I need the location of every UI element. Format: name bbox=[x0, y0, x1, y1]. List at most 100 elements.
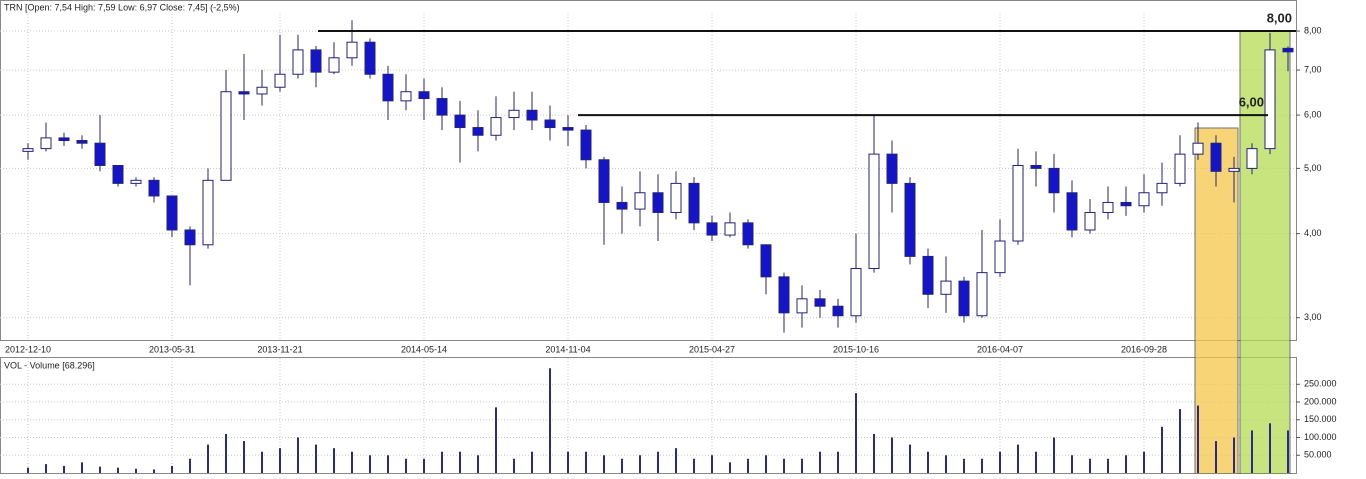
candle-body bbox=[760, 244, 772, 278]
candle-body bbox=[922, 255, 934, 295]
candle-body bbox=[544, 119, 556, 129]
candle-body bbox=[58, 137, 70, 142]
volume-bar bbox=[963, 458, 965, 473]
candle-body bbox=[1102, 201, 1114, 213]
candle-body bbox=[22, 148, 34, 152]
y-tick-label: 8,00 bbox=[1304, 25, 1322, 35]
candle-body bbox=[40, 137, 52, 150]
chart-title: TRN [Open: 7,54 High: 7,59 Low: 6,97 Clo… bbox=[4, 2, 240, 12]
candle-body bbox=[76, 140, 88, 144]
volume-bar bbox=[729, 462, 731, 473]
candle-body bbox=[526, 109, 538, 121]
candle-body bbox=[958, 280, 970, 317]
candle-body bbox=[112, 164, 124, 184]
volume-bar bbox=[99, 466, 101, 473]
candle-body bbox=[220, 91, 232, 181]
candle-body bbox=[364, 41, 376, 75]
candle-body bbox=[634, 192, 646, 210]
volume-bar bbox=[1179, 409, 1181, 473]
volume-bar bbox=[153, 469, 155, 473]
volume-bar bbox=[855, 393, 857, 473]
volume-bar bbox=[63, 465, 65, 473]
x-tick-label: 2015-10-16 bbox=[833, 344, 879, 354]
volume-bar bbox=[1197, 405, 1199, 473]
volume-bar bbox=[693, 458, 695, 473]
volume-bar bbox=[243, 441, 245, 473]
candle-body bbox=[328, 57, 340, 73]
candle-body bbox=[202, 179, 214, 246]
volume-bar bbox=[1251, 430, 1253, 473]
volume-bar bbox=[1053, 437, 1055, 473]
y-tick-label: 250.000 bbox=[1304, 379, 1337, 389]
volume-bar bbox=[909, 444, 911, 473]
candle-body bbox=[454, 114, 466, 129]
volume-bar bbox=[117, 467, 119, 473]
candle-body bbox=[652, 192, 664, 213]
candle-body bbox=[850, 267, 862, 317]
candle-body bbox=[796, 298, 808, 314]
candle-body bbox=[166, 195, 178, 231]
candle-body bbox=[706, 222, 718, 236]
volume-bar bbox=[765, 455, 767, 473]
volume-bar bbox=[1287, 430, 1289, 473]
volume-bar bbox=[747, 458, 749, 473]
volume-bar bbox=[585, 451, 587, 473]
volume-bar bbox=[531, 451, 533, 473]
candle-body bbox=[1084, 211, 1096, 231]
candle-body bbox=[508, 109, 520, 119]
x-tick-label: 2013-11-21 bbox=[257, 344, 302, 354]
candle-body bbox=[1030, 164, 1042, 169]
volume-bar bbox=[1161, 426, 1163, 473]
y-tick-label: 200.000 bbox=[1304, 396, 1337, 406]
candle-body bbox=[994, 240, 1006, 274]
volume-bar bbox=[927, 451, 929, 473]
candle-body bbox=[436, 98, 448, 116]
candle-body bbox=[274, 73, 286, 88]
volume-title: VOL - Volume [68.296] bbox=[4, 360, 95, 370]
candle-body bbox=[1012, 164, 1024, 242]
candle-body bbox=[238, 91, 250, 95]
volume-bar bbox=[441, 451, 443, 473]
volume-bar bbox=[279, 448, 281, 473]
volume-bar bbox=[639, 455, 641, 473]
y-tick-label: 6,00 bbox=[1304, 109, 1322, 119]
candle-body bbox=[580, 129, 592, 161]
volume-bar bbox=[495, 407, 497, 473]
volume-frame bbox=[0, 357, 1297, 474]
volume-bar bbox=[405, 458, 407, 473]
x-tick-label: 2013-05-31 bbox=[149, 344, 195, 354]
candle-body bbox=[670, 182, 682, 213]
y-tick-label: 5,00 bbox=[1304, 163, 1322, 173]
candle-body bbox=[1048, 167, 1060, 194]
x-tick-label: 2012-12-10 bbox=[5, 344, 51, 354]
candle-body bbox=[382, 73, 394, 102]
x-tick-label: 2016-09-28 bbox=[1121, 344, 1167, 354]
candle-body bbox=[742, 222, 754, 246]
candle-body bbox=[562, 127, 574, 131]
volume-bar bbox=[1089, 458, 1091, 473]
volume-bar bbox=[189, 458, 191, 473]
volume-bar bbox=[225, 433, 227, 473]
volume-bar bbox=[81, 462, 83, 473]
candle-body bbox=[418, 91, 430, 100]
candle-body bbox=[1192, 142, 1204, 155]
volume-bar bbox=[387, 455, 389, 473]
candle-body bbox=[310, 49, 322, 73]
candle-body bbox=[904, 182, 916, 257]
volume-bar bbox=[333, 448, 335, 473]
volume-bar bbox=[711, 455, 713, 473]
volume-bar bbox=[351, 451, 353, 473]
volume-bar bbox=[459, 451, 461, 473]
x-tick-label: 2014-11-04 bbox=[545, 344, 590, 354]
volume-bar bbox=[261, 451, 263, 473]
candle-body bbox=[490, 117, 502, 136]
candle-body bbox=[1174, 153, 1186, 184]
candle-body bbox=[688, 182, 700, 224]
candle-body bbox=[346, 41, 358, 59]
volume-bar bbox=[621, 458, 623, 473]
x-tick-label: 2016-04-07 bbox=[977, 344, 1023, 354]
volume-bar bbox=[945, 455, 947, 473]
volume-bar bbox=[1071, 455, 1073, 473]
price-frame bbox=[0, 0, 1297, 341]
